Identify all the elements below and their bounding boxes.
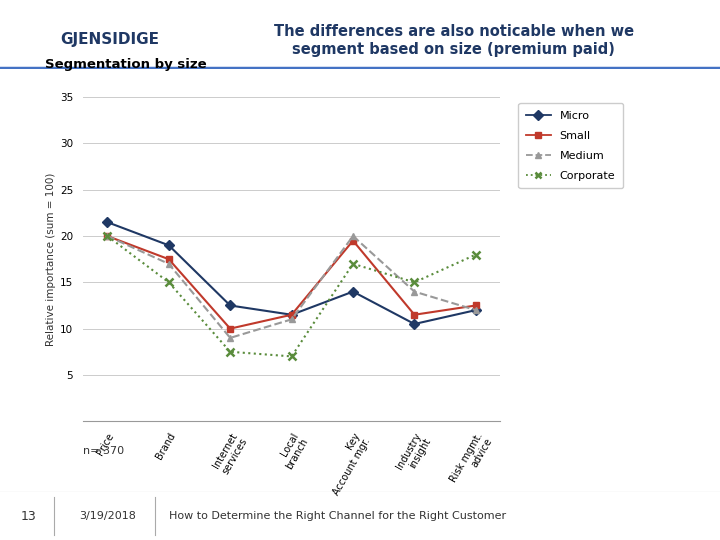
Micro [226,302,235,309]
Text: n= 370: n= 370 [83,446,124,456]
Medium [348,233,357,239]
Small [287,312,296,318]
Small [226,326,235,332]
Line: Micro: Micro [104,219,480,327]
Corporate [226,348,235,355]
Medium [410,288,419,295]
Line: Medium: Medium [104,233,480,341]
Corporate [348,261,357,267]
Text: ✦: ✦ [22,30,39,49]
Small [164,256,173,262]
Text: Segmentation by size: Segmentation by size [45,58,207,71]
Micro [472,307,480,313]
Corporate [287,353,296,360]
Corporate [164,279,173,286]
Corporate [472,251,480,258]
Small [348,238,357,244]
Micro [287,312,296,318]
Text: How to Determine the Right Channel for the Right Customer: How to Determine the Right Channel for t… [169,511,506,521]
Line: Corporate: Corporate [103,232,480,361]
Micro [103,219,112,225]
Micro [164,242,173,248]
Medium [226,335,235,341]
Small [410,312,419,318]
Text: The differences are also noticable when we
segment based on size (premium paid): The differences are also noticable when … [274,24,634,57]
Y-axis label: Relative importance (sum = 100): Relative importance (sum = 100) [45,172,55,346]
Corporate [410,279,419,286]
Small [472,302,480,309]
Text: GJENSIDIGE: GJENSIDIGE [60,32,160,46]
Micro [410,321,419,327]
Micro [348,288,357,295]
Text: 3/19/2018: 3/19/2018 [79,511,136,521]
Corporate [103,233,112,239]
Text: 13: 13 [21,510,37,523]
Medium [103,233,112,239]
Medium [287,316,296,322]
Small [103,233,112,239]
Medium [164,261,173,267]
Line: Small: Small [104,233,480,332]
Legend: Micro, Small, Medium, Corporate: Micro, Small, Medium, Corporate [518,103,623,188]
Medium [472,307,480,313]
